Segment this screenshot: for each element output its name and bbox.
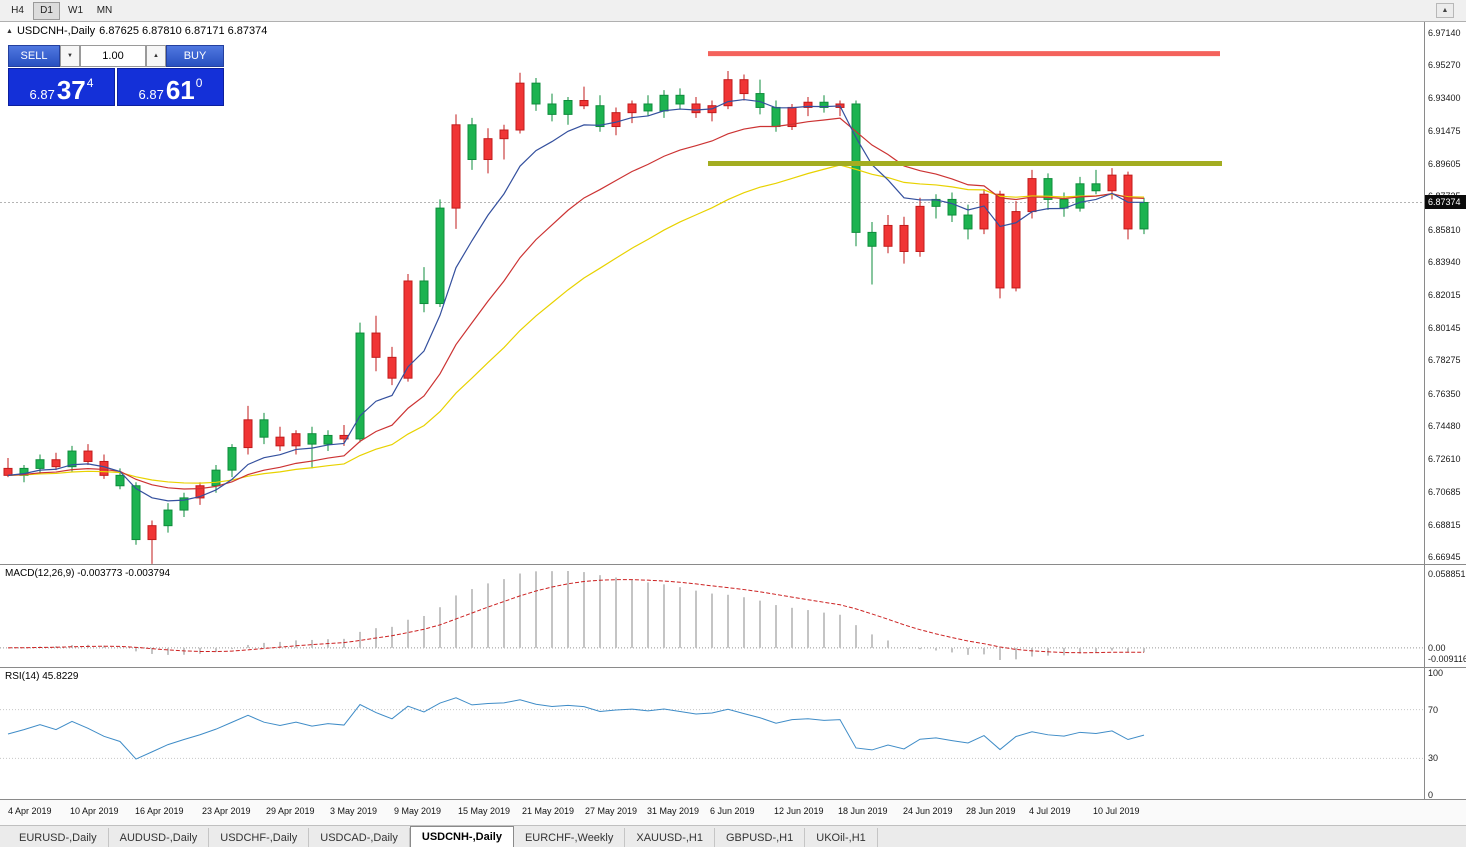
timeframe-button-mn[interactable]: MN [96, 5, 113, 16]
chart-panel: ▲ USDCNH-,Daily 6.87625 6.87810 6.87171 … [0, 22, 1466, 565]
price-scale-label: 6.83940 [1428, 257, 1461, 268]
macd-scale-label: 0.00 [1428, 642, 1446, 653]
volume-increase-button[interactable]: ▲ [146, 45, 166, 67]
symbol-tab-eurchf[interactable]: EURCHF-,Weekly [513, 828, 626, 847]
buy-price-pip-digit: 0 [195, 76, 203, 90]
symbol-marker-icon: ▲ [6, 27, 13, 35]
symbol-tab-xauusd[interactable]: XAUUSD-,H1 [625, 828, 715, 847]
macd-canvas[interactable] [0, 565, 1424, 668]
timeframe-button-w1[interactable]: W1 [68, 5, 83, 16]
symbol-tab-eurusd[interactable]: EURUSD-,Daily [8, 828, 109, 847]
date-axis-label: 29 Apr 2019 [266, 806, 315, 816]
date-axis-label: 6 Jun 2019 [710, 806, 755, 816]
rsi-canvas[interactable] [0, 668, 1424, 800]
toolbar-right: ▲ [1436, 3, 1454, 18]
price-scale-label: 6.80145 [1428, 322, 1461, 333]
rsi-scale-label: 30 [1428, 753, 1439, 764]
symbol-tab-usdcad[interactable]: USDCAD-,Daily [309, 828, 410, 847]
buy-price-prefix: 6.87 [138, 87, 164, 102]
date-axis-label: 9 May 2019 [394, 806, 442, 816]
sell-button[interactable]: SELL [8, 45, 60, 67]
macd-panel: MACD(12,26,9) -0.003773 -0.003794 0.0588… [0, 565, 1466, 668]
macd-scale-label: 0.058851 [1428, 569, 1466, 579]
date-axis: 4 Apr 2019 10 Apr 2019 16 Apr 2019 23 Apr 2… [0, 800, 1466, 826]
date-axis-label: 4 Jul 2019 [1029, 806, 1071, 816]
symbol-tab-gbpusd[interactable]: GBPUSD-,H1 [715, 828, 806, 847]
symbol-tab-audusd[interactable]: AUDUSD-,Daily [108, 828, 210, 847]
price-scale-label: 6.97140 [1428, 28, 1461, 38]
symbol-tab-usdchf[interactable]: USDCHF-,Daily [209, 828, 310, 847]
price-scale-label: 6.70685 [1428, 487, 1461, 498]
scroll-up-icon[interactable]: ▲ [1436, 3, 1454, 18]
volume-dropdown-button[interactable]: ▼ [60, 45, 80, 67]
symbol-tab-ukoil[interactable]: UKOil-,H1 [805, 828, 878, 847]
rsi-panel: RSI(14) 45.8229 100 70 30 0 [0, 668, 1466, 800]
date-axis-label: 18 Jun 2019 [838, 806, 888, 816]
date-axis-label: 3 May 2019 [330, 806, 378, 816]
toolbar: H4 D1 W1 MN ▲ [0, 0, 1466, 22]
price-scale-label: 6.93400 [1428, 92, 1461, 103]
date-axis-label: 15 May 2019 [458, 806, 511, 816]
date-axis-label: 27 May 2019 [585, 806, 638, 816]
chart-ohlc-values: 6.87625 6.87810 6.87171 6.87374 [99, 25, 268, 37]
rsi-scale: 100 70 30 0 [1424, 668, 1466, 799]
price-scale-label: 6.68815 [1428, 519, 1461, 530]
buy-price-button[interactable]: 6.87 61 0 [117, 68, 224, 106]
buy-price-big-digits: 61 [165, 75, 195, 106]
date-axis-label: 24 Jun 2019 [903, 806, 953, 816]
rsi-label: RSI(14) 45.8229 [5, 671, 79, 682]
date-axis-label: 28 Jun 2019 [966, 806, 1016, 816]
date-axis-label: 4 Apr 2019 [8, 806, 52, 816]
price-scale-label: 6.82015 [1428, 290, 1461, 301]
price-scale-label: 6.85810 [1428, 224, 1461, 235]
price-scale-label: 6.95270 [1428, 60, 1461, 71]
price-scale-label: 6.89605 [1428, 158, 1461, 169]
sell-price-pip-digit: 4 [86, 76, 94, 90]
price-scale-label: 6.66945 [1428, 552, 1461, 562]
buy-button[interactable]: BUY [166, 45, 224, 67]
date-axis-label: 10 Jul 2019 [1093, 806, 1140, 816]
date-axis-label: 12 Jun 2019 [774, 806, 824, 816]
trade-prices-row: 6.87 37 4 6.87 61 0 [8, 68, 224, 106]
one-click-trading-panel: SELL ▼ ▲ BUY 6.87 37 4 6.87 61 0 [8, 45, 224, 106]
rsi-scale-label: 70 [1428, 704, 1439, 715]
price-scale-label: 6.72610 [1428, 453, 1461, 464]
price-scale: 6.971406.952706.934006.914756.896056.877… [1424, 22, 1466, 564]
date-axis-label: 21 May 2019 [522, 806, 575, 816]
price-scale-label: 6.76350 [1428, 388, 1461, 399]
price-scale-label: 6.74480 [1428, 421, 1461, 432]
chart-title: ▲ USDCNH-,Daily 6.87625 6.87810 6.87171 … [6, 25, 267, 37]
sell-price-button[interactable]: 6.87 37 4 [8, 68, 115, 106]
macd-label: MACD(12,26,9) -0.003773 -0.003794 [5, 568, 171, 579]
candlestick-chart-canvas[interactable] [0, 22, 1424, 565]
date-axis-label: 16 Apr 2019 [135, 806, 184, 816]
symbol-tabbar: EURUSD-,Daily AUDUSD-,Daily USDCHF-,Daily U… [0, 826, 1466, 847]
price-scale-label: 6.91475 [1428, 126, 1461, 137]
macd-scale-label: -0.009116 [1428, 654, 1466, 664]
timeframe-buttons: H4 D1 W1 MN [4, 1, 120, 20]
timeframe-button-d1[interactable]: D1 [33, 1, 60, 20]
rsi-scale-label: 100 [1428, 668, 1444, 678]
symbol-tab-usdcnh[interactable]: USDCNH-,Daily [409, 826, 514, 847]
chevron-up-icon: ▲ [153, 53, 159, 59]
timeframe-button-h4[interactable]: H4 [11, 5, 24, 16]
trade-controls-row: SELL ▼ ▲ BUY [8, 45, 224, 67]
date-axis-label: 10 Apr 2019 [70, 806, 119, 816]
macd-scale: 0.058851 0.00 -0.009116 [1424, 565, 1466, 667]
price-scale-label: 6.78275 [1428, 355, 1461, 366]
rsi-scale-label: 0 [1428, 790, 1434, 800]
current-price-badge: 6.87374 [1425, 195, 1466, 210]
sell-price-prefix: 6.87 [29, 87, 55, 102]
sell-price-big-digits: 37 [56, 75, 86, 106]
date-axis-label: 23 Apr 2019 [202, 806, 251, 816]
chevron-down-icon: ▼ [67, 53, 73, 59]
date-axis-label: 31 May 2019 [647, 806, 700, 816]
chart-symbol-label: USDCNH-,Daily [16, 25, 96, 37]
volume-input[interactable] [80, 45, 146, 67]
